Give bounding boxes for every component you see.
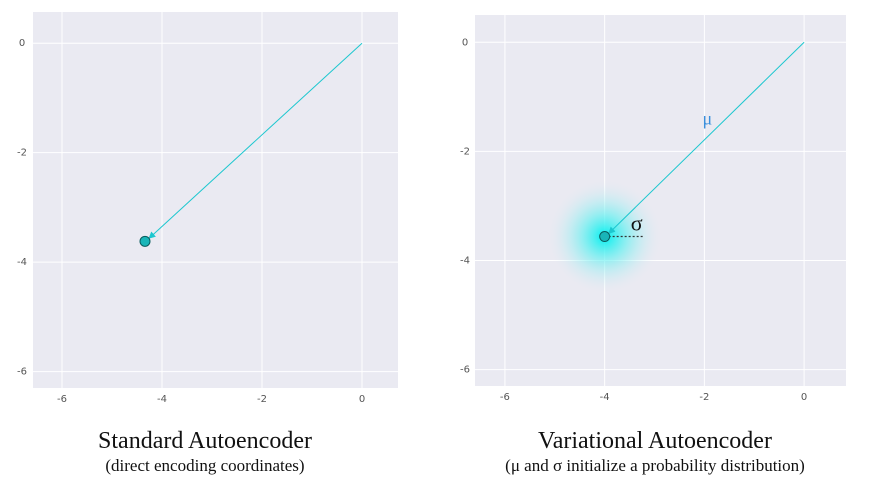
y-tick-label: -2: [17, 148, 27, 159]
point: [599, 231, 611, 243]
x-tick-label: -4: [157, 394, 167, 405]
y-tick-label: -6: [460, 365, 470, 376]
y-tick-label: 0: [462, 37, 468, 48]
y-tick-label: 0: [19, 38, 25, 49]
x-tick-label: -2: [257, 394, 267, 405]
x-tick-label: 0: [359, 394, 365, 405]
sigma-label: σ: [631, 211, 643, 236]
chart-title: Variational Autoencoder: [538, 428, 772, 454]
plot-area: [33, 12, 398, 388]
y-tick-label: -4: [460, 256, 470, 267]
x-tick-label: -6: [500, 392, 510, 403]
point: [139, 235, 151, 247]
chart-title: Standard Autoencoder: [98, 428, 312, 454]
x-tick-label: -4: [600, 392, 610, 403]
x-tick-label: -2: [699, 392, 709, 403]
chart-subtitle: (direct encoding coordinates): [105, 456, 304, 475]
x-tick-label: -6: [57, 394, 67, 405]
x-tick-label: 0: [801, 392, 807, 403]
y-tick-label: -4: [17, 257, 27, 268]
mu-label: μ: [703, 108, 713, 128]
vector-line: [148, 42, 363, 239]
chart-subtitle: (μ and σ initialize a probability distri…: [505, 456, 805, 475]
vector-line: [608, 41, 805, 234]
plot-area: [475, 15, 846, 386]
y-tick-label: -2: [460, 146, 470, 157]
y-tick-label: -6: [17, 367, 27, 378]
